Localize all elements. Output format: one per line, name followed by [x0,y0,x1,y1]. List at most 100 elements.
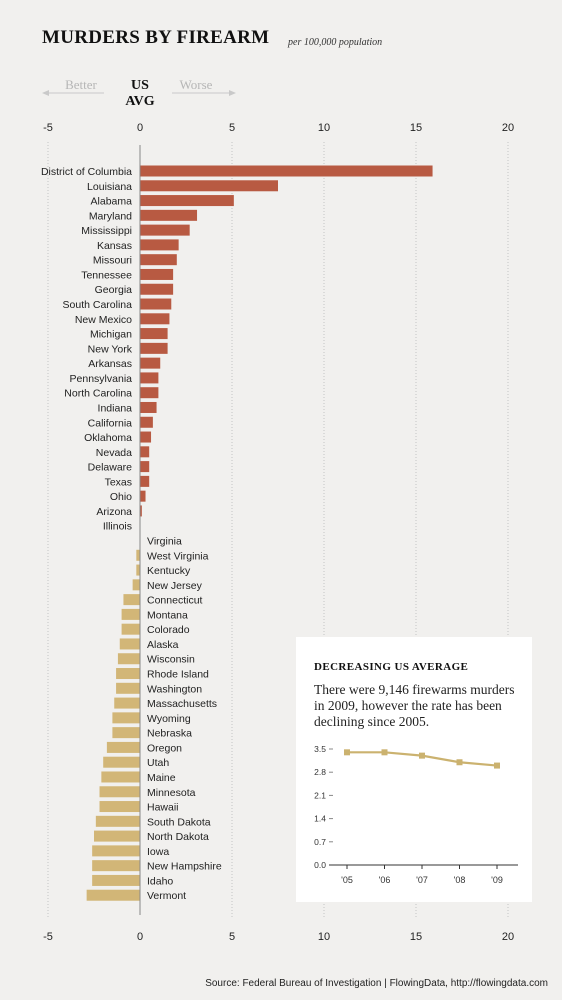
better-arrowhead [42,90,49,96]
bar-iowa [92,845,140,857]
us-avg-label-line1: US [131,78,149,93]
inset-description: There were 9,146 firewarms murders in 20… [314,682,515,729]
bar-texas [140,475,150,487]
bar-tennessee [140,268,174,280]
inset-point-2 [419,752,425,759]
us-avg-label-line2: AVG [125,94,154,109]
x-tick-top-15: 15 [410,122,422,134]
label-tennessee: Tennessee [81,269,132,281]
label-maine: Maine [147,772,176,784]
bar-district-of-columbia [140,165,433,177]
inset-y-tick-2.8: 2.8 [314,767,326,777]
label-nebraska: Nebraska [147,728,192,740]
label-illinois: Illinois [103,521,132,533]
label-new-york: New York [88,343,133,355]
label-michigan: Michigan [90,329,132,341]
bar-kansas [140,239,179,251]
x-tick-bottom-20: 20 [502,931,514,943]
label-missouri: Missouri [93,255,132,267]
bar-alaska [119,638,140,650]
inset-y-tick-3.5: 3.5 [314,744,326,754]
inset-line-chart: 0.0 0.7 1.4 2.1 2.8 3.5 '05 '06 '07 '08 '09 [314,744,518,885]
label-delaware: Delaware [88,462,133,474]
label-new-hampshire: New Hampshire [147,861,222,873]
label-louisiana: Louisiana [87,181,132,193]
x-tick-bottom-10: 10 [318,931,330,943]
inset-point-3 [456,759,463,766]
bar-minnesota [99,786,140,798]
inset-panel: 0.0 0.7 1.4 2.1 2.8 3.5 '05 '06 '07 '08 '09 DECREA… [296,637,532,902]
worse-arrowhead [229,90,236,96]
inset-x-tick-1: '06 [379,875,391,885]
label-oregon: Oregon [147,742,182,754]
chart-title: MURDERS BY FIREARM [42,27,270,48]
label-north-carolina: North Carolina [64,388,132,400]
inset-x-tick-0: '05 [341,875,353,885]
label-district-of-columbia: District of Columbia [41,166,132,178]
inset-y-tick-1.4: 1.4 [314,814,326,824]
bar-nevada [140,446,150,458]
label-new-mexico: New Mexico [75,314,132,326]
inset-x-tick-2: '07 [416,875,428,885]
inset-y-tick-0.0: 0.0 [314,860,326,870]
label-alabama: Alabama [91,196,133,208]
x-tick-top--5: -5 [43,122,53,134]
label-pennsylvania: Pennsylvania [70,373,133,385]
label-hawaii: Hawaii [147,802,179,814]
bar-hawaii [99,801,140,813]
bar-wisconsin [117,653,140,665]
x-tick-top-5: 5 [229,122,235,134]
bar-vermont [86,889,140,901]
bar-north-carolina [140,387,159,399]
label-connecticut: Connecticut [147,595,203,607]
label-ohio: Ohio [110,491,132,503]
bar-michigan [140,328,168,340]
bar-mississippi [140,224,190,236]
bar-oregon [106,741,140,753]
bar-nebraska [112,727,140,739]
bar-delaware [140,461,150,473]
label-idaho: Idaho [147,875,173,887]
label-virginia: Virginia [147,536,182,548]
bar-rhode-island [116,668,140,680]
x-tick-bottom-5: 5 [229,931,235,943]
x-tick-top-0: 0 [137,122,143,134]
label-massachusetts: Massachusetts [147,698,217,710]
label-montana: Montana [147,609,188,621]
label-utah: Utah [147,757,169,769]
bar-georgia [140,283,174,295]
label-oklahoma: Oklahoma [84,432,132,444]
x-tick-top-10: 10 [318,122,330,134]
inset-point-1 [381,749,388,756]
x-tick-bottom-15: 15 [410,931,422,943]
label-california: California [88,417,133,429]
bar-california [140,416,153,428]
bar-arizona [140,505,142,517]
inset-title: DECREASING US AVERAGE [314,661,469,673]
source-credit: Source: Federal Bureau of Investigation … [205,978,548,989]
bar-west-virginia [136,549,140,561]
label-wyoming: Wyoming [147,713,191,725]
bar-arkansas [140,357,161,369]
bar-south-dakota [95,815,140,827]
bar-new-mexico [140,313,170,325]
bar-washington [116,682,140,694]
label-nevada: Nevada [96,447,132,459]
bar-colorado [121,623,140,635]
bar-pennsylvania [140,372,159,384]
bar-kentucky [136,564,140,576]
label-colorado: Colorado [147,624,190,636]
bar-utah [103,756,140,768]
label-west-virginia: West Virginia [147,550,209,562]
label-arizona: Arizona [96,506,132,518]
bar-massachusetts [114,697,140,709]
bar-north-dakota [94,830,140,842]
label-south-carolina: South Carolina [63,299,133,311]
bar-ohio [140,490,146,502]
label-georgia: Georgia [95,284,133,296]
label-vermont: Vermont [147,890,186,902]
label-washington: Washington [147,683,202,695]
bar-oklahoma [140,431,152,443]
x-tick-top-20: 20 [502,122,514,134]
